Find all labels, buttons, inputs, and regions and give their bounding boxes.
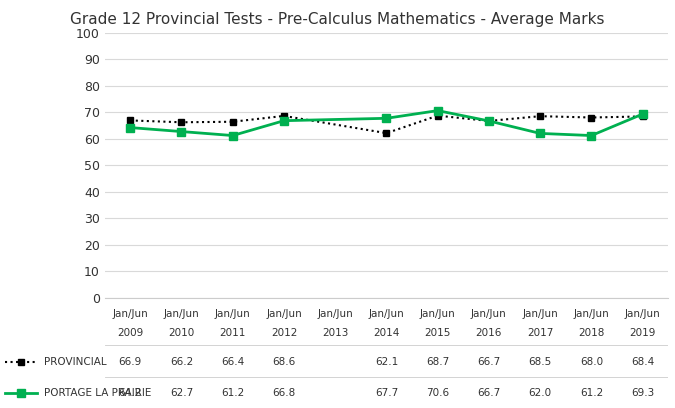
Text: 68.4: 68.4 — [631, 357, 654, 367]
Text: 66.8: 66.8 — [272, 388, 296, 397]
PORTAGE LA PRAIRIE — [587, 133, 595, 138]
Text: 68.6: 68.6 — [272, 357, 296, 367]
PORTAGE LA PRAIRIE — [639, 112, 647, 117]
Text: 62.0: 62.0 — [529, 388, 551, 397]
PROVINCIAL — [536, 114, 544, 119]
Text: Jan/Jun: Jan/Jun — [163, 309, 199, 319]
PORTAGE LA PRAIRIE — [178, 129, 186, 134]
PORTAGE LA PRAIRIE — [382, 116, 390, 121]
PROVINCIAL — [433, 113, 441, 118]
PROVINCIAL — [280, 113, 288, 118]
Text: PROVINCIAL: PROVINCIAL — [44, 357, 107, 367]
PROVINCIAL — [178, 120, 186, 125]
Text: 64.2: 64.2 — [119, 388, 142, 397]
Text: Jan/Jun: Jan/Jun — [471, 309, 507, 319]
Text: 2013: 2013 — [322, 328, 348, 338]
Text: Jan/Jun: Jan/Jun — [369, 309, 404, 319]
Text: 2019: 2019 — [630, 328, 656, 338]
Text: 2012: 2012 — [271, 328, 297, 338]
Text: 70.6: 70.6 — [426, 388, 450, 397]
Text: 61.2: 61.2 — [221, 388, 244, 397]
PORTAGE LA PRAIRIE — [485, 118, 493, 123]
PROVINCIAL — [639, 114, 647, 119]
Text: Jan/Jun: Jan/Jun — [625, 309, 661, 319]
PROVINCIAL — [229, 119, 237, 124]
Text: 2016: 2016 — [476, 328, 502, 338]
PROVINCIAL — [485, 118, 493, 123]
Text: 66.9: 66.9 — [119, 357, 142, 367]
Text: 66.7: 66.7 — [477, 357, 501, 367]
Text: 2011: 2011 — [219, 328, 246, 338]
Text: 66.2: 66.2 — [170, 357, 193, 367]
Text: 66.4: 66.4 — [221, 357, 244, 367]
Text: 69.3: 69.3 — [631, 388, 654, 397]
Text: 62.7: 62.7 — [170, 388, 193, 397]
Line: PROVINCIAL: PROVINCIAL — [127, 112, 646, 137]
PORTAGE LA PRAIRIE — [229, 133, 237, 138]
Text: 2014: 2014 — [373, 328, 400, 338]
Text: 68.5: 68.5 — [529, 357, 551, 367]
PORTAGE LA PRAIRIE — [433, 108, 441, 113]
Text: Jan/Jun: Jan/Jun — [317, 309, 353, 319]
Text: 68.7: 68.7 — [426, 357, 450, 367]
Text: Jan/Jun: Jan/Jun — [574, 309, 610, 319]
PROVINCIAL — [382, 131, 390, 135]
PORTAGE LA PRAIRIE — [536, 131, 544, 136]
PORTAGE LA PRAIRIE — [280, 118, 288, 123]
Line: PORTAGE LA PRAIRIE: PORTAGE LA PRAIRIE — [126, 106, 647, 140]
PROVINCIAL — [587, 115, 595, 120]
Text: 62.1: 62.1 — [375, 357, 398, 367]
Text: 2018: 2018 — [578, 328, 605, 338]
Text: 66.7: 66.7 — [477, 388, 501, 397]
Text: 2009: 2009 — [117, 328, 143, 338]
Text: 2015: 2015 — [425, 328, 451, 338]
PROVINCIAL — [126, 118, 134, 123]
PORTAGE LA PRAIRIE — [126, 125, 134, 130]
Text: 67.7: 67.7 — [375, 388, 398, 397]
Text: Jan/Jun: Jan/Jun — [215, 309, 250, 319]
Text: Jan/Jun: Jan/Jun — [420, 309, 456, 319]
Text: Jan/Jun: Jan/Jun — [112, 309, 148, 319]
Text: Grade 12 Provincial Tests - Pre-Calculus Mathematics - Average Marks: Grade 12 Provincial Tests - Pre-Calculus… — [70, 12, 605, 27]
Text: PORTAGE LA PRAIRIE: PORTAGE LA PRAIRIE — [44, 388, 151, 397]
Text: 2010: 2010 — [168, 328, 194, 338]
Text: Jan/Jun: Jan/Jun — [266, 309, 302, 319]
Text: 68.0: 68.0 — [580, 357, 603, 367]
Text: Jan/Jun: Jan/Jun — [522, 309, 558, 319]
Text: 2017: 2017 — [527, 328, 554, 338]
Text: 61.2: 61.2 — [580, 388, 603, 397]
